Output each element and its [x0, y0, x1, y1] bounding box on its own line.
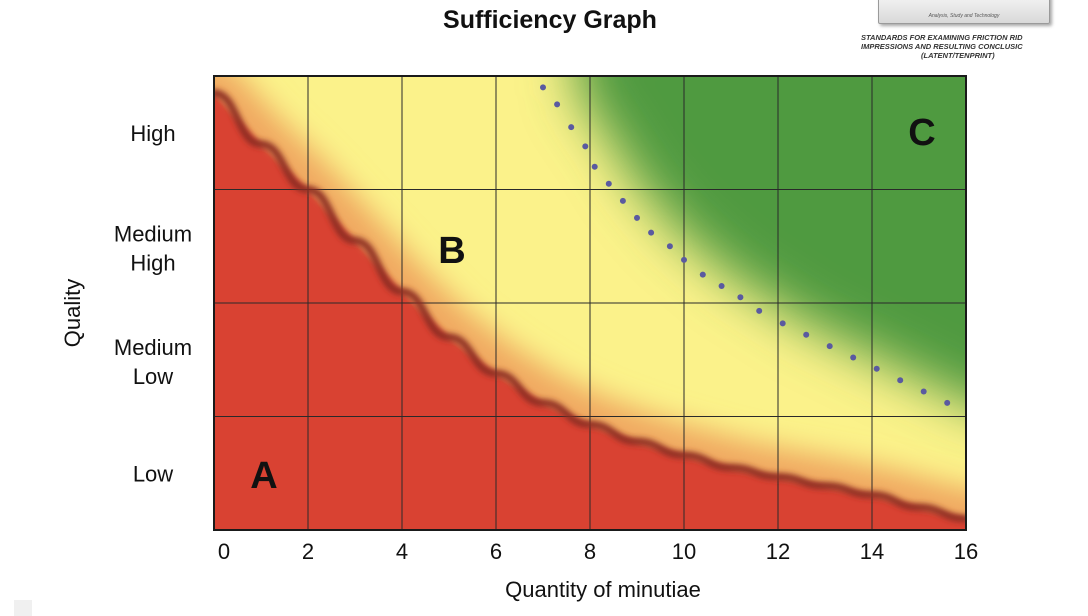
region-a-label: A	[250, 455, 277, 497]
region-b-label: B	[438, 230, 465, 272]
dotted-boundary	[540, 84, 951, 406]
boundary-dot-1	[554, 101, 561, 108]
x-tick-label: 12	[766, 539, 790, 564]
standards-line-3: (LATENT/TENPRINT)	[921, 51, 995, 60]
boundary-dot-19	[873, 365, 880, 372]
boundary-dot-16	[803, 331, 810, 338]
y-category-label: Medium High	[114, 221, 192, 275]
boundary-dot-8	[648, 229, 655, 236]
boundary-dot-20	[897, 377, 904, 384]
plot-frame	[213, 75, 967, 531]
x-tick-label: 2	[302, 539, 314, 564]
region-c-label: C	[908, 112, 935, 154]
y-category-label: High	[130, 121, 175, 146]
boundary-dot-4	[591, 163, 598, 170]
boundary-dot-15	[779, 320, 786, 327]
standards-line-1: STANDARDS FOR EXAMINING FRICTION RID	[861, 33, 1023, 42]
boundary-dot-13	[737, 294, 744, 301]
boundary-dot-17	[826, 343, 833, 350]
x-tick-label: 0	[218, 539, 230, 564]
x-tick-label: 4	[396, 539, 408, 564]
standards-caption: STANDARDS FOR EXAMINING FRICTION RID IMP…	[861, 33, 1088, 60]
y-category-label: Low	[133, 461, 173, 486]
boundary-dot-5	[605, 180, 612, 187]
x-axis-title: Quantity of minutiae	[505, 577, 701, 602]
boundary-dot-22	[944, 399, 951, 406]
page-corner-fragment	[14, 600, 32, 616]
x-tick-label: 6	[490, 539, 502, 564]
boundary-dot-9	[666, 243, 673, 250]
region-c-area	[576, 76, 966, 402]
y-tick-labels: Low Medium Low Medium High High	[114, 121, 192, 486]
boundary-dot-12	[718, 283, 725, 289]
boundary-dot-18	[850, 354, 857, 361]
standards-line-2: IMPRESSIONS AND RESULTING CONCLUSIC	[861, 42, 1023, 51]
x-tick-labels: 0 2 4 6 8 10 12 14 16	[218, 539, 978, 564]
x-tick-label: 10	[672, 539, 696, 564]
boundary-dot-0	[540, 84, 546, 91]
y-axis-title: Quality	[60, 279, 85, 347]
boundary-dot-11	[699, 271, 706, 278]
publisher-logo: Analysis, Study and Technology	[878, 0, 1050, 24]
sufficiency-curve	[214, 89, 966, 523]
x-tick-label: 16	[954, 539, 978, 564]
boundary-dot-3	[582, 143, 589, 150]
y-category-label: Medium Low	[114, 335, 192, 389]
boundary-dot-14	[756, 307, 763, 314]
boundary-dot-10	[681, 256, 687, 263]
boundary-dot-7	[634, 214, 640, 221]
boundary-dot-21	[920, 388, 927, 395]
x-tick-label: 8	[584, 539, 596, 564]
boundary-dot-6	[619, 197, 626, 204]
x-tick-label: 14	[860, 539, 884, 564]
chart-title: Sufficiency Graph	[443, 6, 657, 34]
publisher-logo-text: Analysis, Study and Technology	[928, 13, 1000, 19]
boundary-dot-2	[568, 124, 575, 131]
